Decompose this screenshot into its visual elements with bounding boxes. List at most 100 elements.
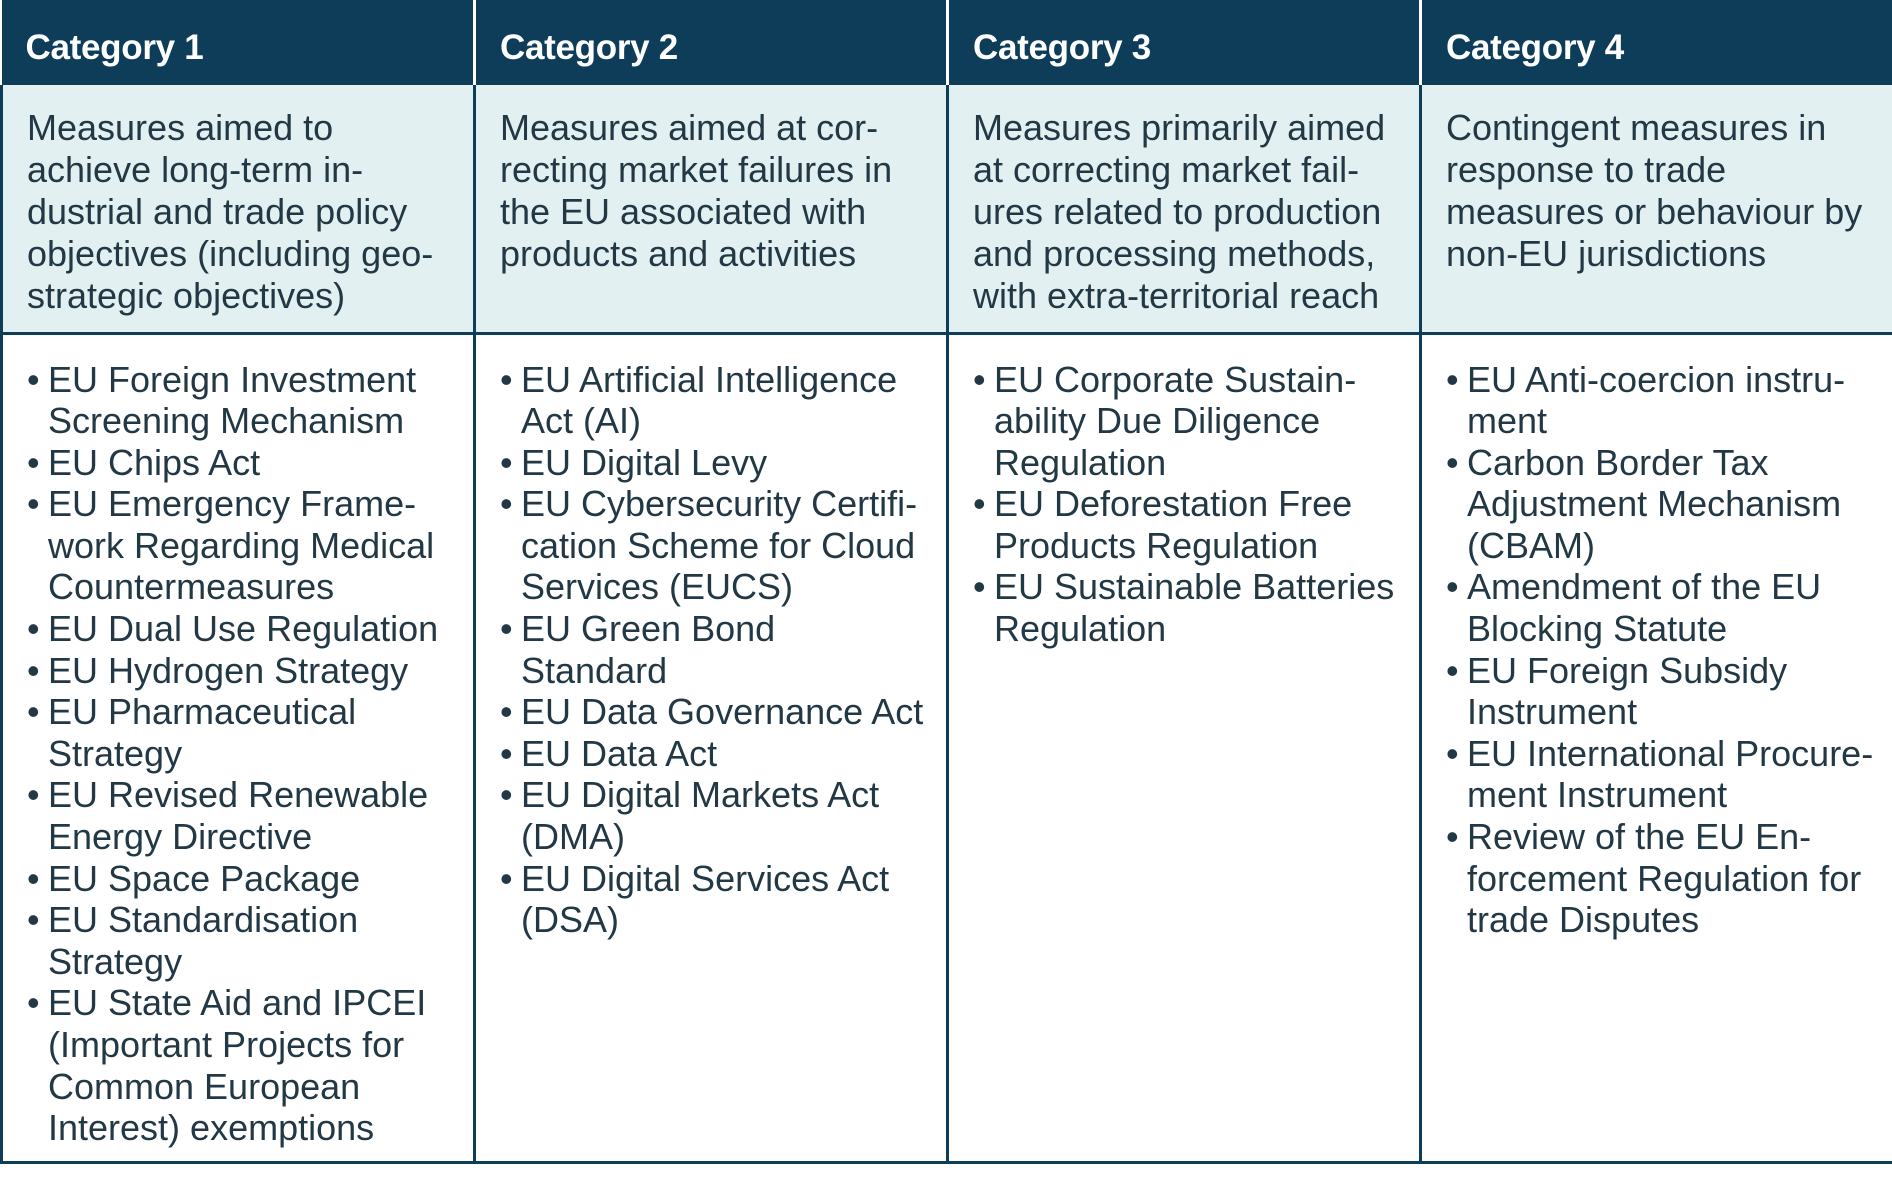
list-item: • EU Green Bond Standard <box>500 608 930 691</box>
list-item: • EU Pharmaceutical Strategy <box>27 691 457 774</box>
bullet-icon: • <box>27 649 40 691</box>
bullet-icon: • <box>27 441 40 483</box>
list-item-text: EU Foreign Investment Screening Mechanis… <box>48 358 417 442</box>
description-category-3: Measures primarily aimed at correcting m… <box>947 85 1422 335</box>
bullet-icon: • <box>1446 816 1459 858</box>
list-item: • EU Artificial Intelligence Act (AI) <box>500 359 930 442</box>
bullet-icon: • <box>1446 358 1459 400</box>
list-item-text: EU Digital Levy <box>521 441 768 483</box>
list-item: • EU International Procure­ment Instrumen… <box>1446 733 1876 816</box>
list-item: • EU Revised Renewable Energy Directive <box>27 774 457 857</box>
bullet-icon: • <box>1446 441 1459 483</box>
bullet-icon: • <box>1446 566 1459 608</box>
list-item: • EU Corporate Sustain­ability Due Dilige… <box>973 359 1403 484</box>
list-item-text: EU Artificial Intelligence Act (AI) <box>521 358 898 442</box>
bullet-icon: • <box>973 483 986 525</box>
list-item-text: EU Sustainable Batteries Regulation <box>994 566 1395 650</box>
measure-list: • EU Corporate Sustain­ability Due Dilige… <box>973 359 1403 650</box>
header-category-1: Category 1 <box>1 0 476 85</box>
measures-category-3: • EU Corporate Sustain­ability Due Dilige… <box>947 333 1422 1164</box>
bullet-icon: • <box>27 857 40 899</box>
list-item-text: EU Cybersecurity Certifi­cation Scheme f… <box>521 483 918 608</box>
list-item-text: EU State Aid and IPCEI (Important Projec… <box>48 982 427 1149</box>
bullet-icon: • <box>1446 732 1459 774</box>
bullet-icon: • <box>973 566 986 608</box>
list-item: • EU Data Act <box>500 733 930 775</box>
list-item: • EU State Aid and IPCEI (Important Proje… <box>27 982 457 1148</box>
bullet-icon: • <box>500 857 513 899</box>
list-item-text: EU Emergency Frame­work Regarding Medica… <box>48 483 435 608</box>
description-row: Measures aimed to achieve long-term in­d… <box>0 85 1892 335</box>
measures-category-2: • EU Artificial Intelligence Act (AI) • EU … <box>474 333 949 1164</box>
measure-list: • EU Anti-coercion instru­ment • Carbon Bor… <box>1446 359 1876 941</box>
list-item: • EU Cybersecurity Certifi­cation Scheme … <box>500 483 930 608</box>
bullet-icon: • <box>500 774 513 816</box>
list-item-text: EU Space Package <box>48 857 361 899</box>
header-category-2: Category 2 <box>474 0 949 85</box>
list-item-text: EU Digital Markets Act (DMA) <box>521 774 880 858</box>
bullet-icon: • <box>500 441 513 483</box>
list-item: • EU Sustainable Batteries Regulation <box>973 566 1403 649</box>
bullet-icon: • <box>500 358 513 400</box>
list-item-text: EU Revised Renewable Energy Directive <box>48 774 429 858</box>
list-item: • EU Standardisation Strategy <box>27 899 457 982</box>
bullet-icon: • <box>27 899 40 941</box>
measure-list: • EU Artificial Intelligence Act (AI) • EU … <box>500 359 930 941</box>
list-item-text: Review of the EU En­forcement Regulation… <box>1467 816 1862 941</box>
list-item-text: EU Dual Use Regulation <box>48 608 439 650</box>
bullet-icon: • <box>27 982 40 1024</box>
list-item: • EU Hydrogen Strategy <box>27 650 457 692</box>
list-item-text: EU Hydrogen Strategy <box>48 649 409 691</box>
bullet-icon: • <box>27 691 40 733</box>
list-item-text: EU Pharmaceutical Strategy <box>48 691 357 774</box>
bullet-icon: • <box>973 358 986 400</box>
header-category-3: Category 3 <box>947 0 1422 85</box>
list-item: • EU Digital Markets Act (DMA) <box>500 774 930 857</box>
header-category-4: Category 4 <box>1420 0 1892 85</box>
list-item-text: EU Corporate Sustain­ability Due Diligen… <box>994 358 1357 483</box>
list-item-text: EU Standardisation Strategy <box>48 899 359 982</box>
list-item: • EU Space Package <box>27 858 457 900</box>
list-item: • Amendment of the EU Blocking Statute <box>1446 566 1876 649</box>
list-item: • EU Foreign Investment Screening Mechani… <box>27 359 457 442</box>
list-item-text: EU Digital Services Act (DSA) <box>521 857 890 941</box>
bullet-icon: • <box>27 483 40 525</box>
header-row: Category 1 Category 2 Category 3 Categor… <box>1 0 1892 85</box>
list-item: • EU Foreign Subsidy Instrument <box>1446 650 1876 733</box>
bullet-icon: • <box>1446 649 1459 691</box>
list-item-text: EU Deforestation Free Products Regulatio… <box>994 483 1353 566</box>
bullet-icon: • <box>27 358 40 400</box>
bullet-icon: • <box>500 732 513 774</box>
list-item: • EU Data Governance Act <box>500 691 930 733</box>
description-category-1: Measures aimed to achieve long-term in­d… <box>0 85 476 335</box>
list-item: • Carbon Border Tax Adjustment Mechanism … <box>1446 442 1876 567</box>
list-item-text: EU Foreign Subsidy Instrument <box>1467 649 1788 733</box>
list-item-text: EU International Procure­ment Instrument <box>1467 732 1874 816</box>
measures-category-1: • EU Foreign Investment Screening Mechani… <box>0 333 476 1164</box>
list-item: • EU Digital Levy <box>500 442 930 484</box>
bullet-icon: • <box>27 608 40 650</box>
list-item: • EU Digital Services Act (DSA) <box>500 858 930 941</box>
description-category-4: Contingent measures in response to trade… <box>1420 85 1892 335</box>
list-item-text: EU Anti-coercion instru­ment <box>1467 358 1846 442</box>
description-category-2: Measures aimed at cor­recting market fai… <box>474 85 949 335</box>
list-item: • EU Chips Act <box>27 442 457 484</box>
list-item: • EU Anti-coercion instru­ment <box>1446 359 1876 442</box>
bullet-icon: • <box>500 483 513 525</box>
list-item-text: EU Data Act <box>521 732 718 774</box>
measures-category-4: • EU Anti-coercion instru­ment • Carbon Bor… <box>1420 333 1892 1164</box>
bullet-icon: • <box>27 774 40 816</box>
list-item-text: EU Chips Act <box>48 441 261 483</box>
list-item: • Review of the EU En­forcement Regulatio… <box>1446 816 1876 941</box>
bullet-icon: • <box>500 691 513 733</box>
measure-list: • EU Foreign Investment Screening Mechani… <box>27 359 457 1149</box>
measures-row: • EU Foreign Investment Screening Mechani… <box>0 333 1892 1164</box>
list-item-text: Amendment of the EU Blocking Statute <box>1467 566 1822 650</box>
list-item: • EU Emergency Frame­work Regarding Medic… <box>27 483 457 608</box>
list-item: • EU Dual Use Regulation <box>27 608 457 650</box>
list-item-text: EU Green Bond Standard <box>521 608 776 691</box>
list-item-text: EU Data Governance Act <box>521 691 924 733</box>
list-item-text: Carbon Border Tax Adjustment Mechanism (… <box>1467 441 1842 566</box>
list-item: • EU Deforestation Free Products Regulati… <box>973 483 1403 566</box>
